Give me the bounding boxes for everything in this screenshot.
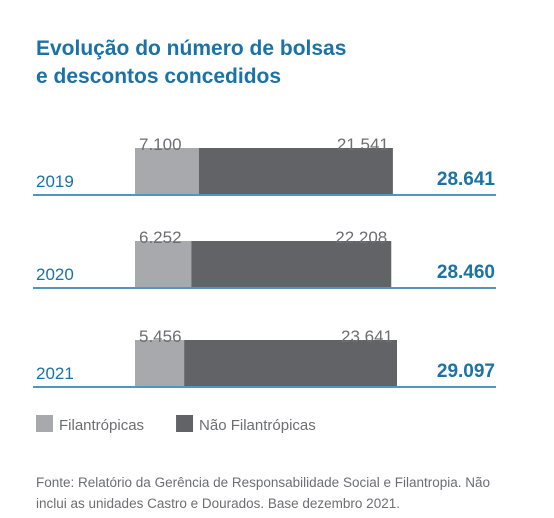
bar-segment [135,340,185,386]
chart-title: Evolução do número de bolsas [36,37,346,60]
value-label: 23.641 [341,327,393,346]
value-label: 22.208 [335,228,387,247]
bar-segment [135,241,192,287]
value-label: 6.252 [139,228,182,247]
footnote: inclui as unidades Castro e Dourados. Ba… [36,496,400,511]
legend-swatch [36,415,53,432]
bar-segment [198,148,393,194]
value-label: 7.100 [139,135,182,154]
category-label: 2019 [36,172,74,191]
legend-label: Filantrópicas [59,417,144,434]
legend-label: Não Filantrópicas [199,417,316,434]
value-label: 21.541 [337,135,389,154]
legend-swatch [176,415,194,432]
chart-title: e descontos concedidos [36,65,281,88]
footnote: Fonte: Relatório da Gerência de Responsa… [36,475,490,490]
total-label: 28.460 [437,262,495,283]
bar-segment [184,340,397,386]
category-label: 2021 [36,364,74,383]
bar-segment [135,148,199,194]
category-label: 2020 [36,265,74,284]
bar-segment [191,241,392,287]
value-label: 5.456 [139,327,182,346]
total-label: 29.097 [437,361,495,382]
total-label: 28.641 [437,169,496,190]
